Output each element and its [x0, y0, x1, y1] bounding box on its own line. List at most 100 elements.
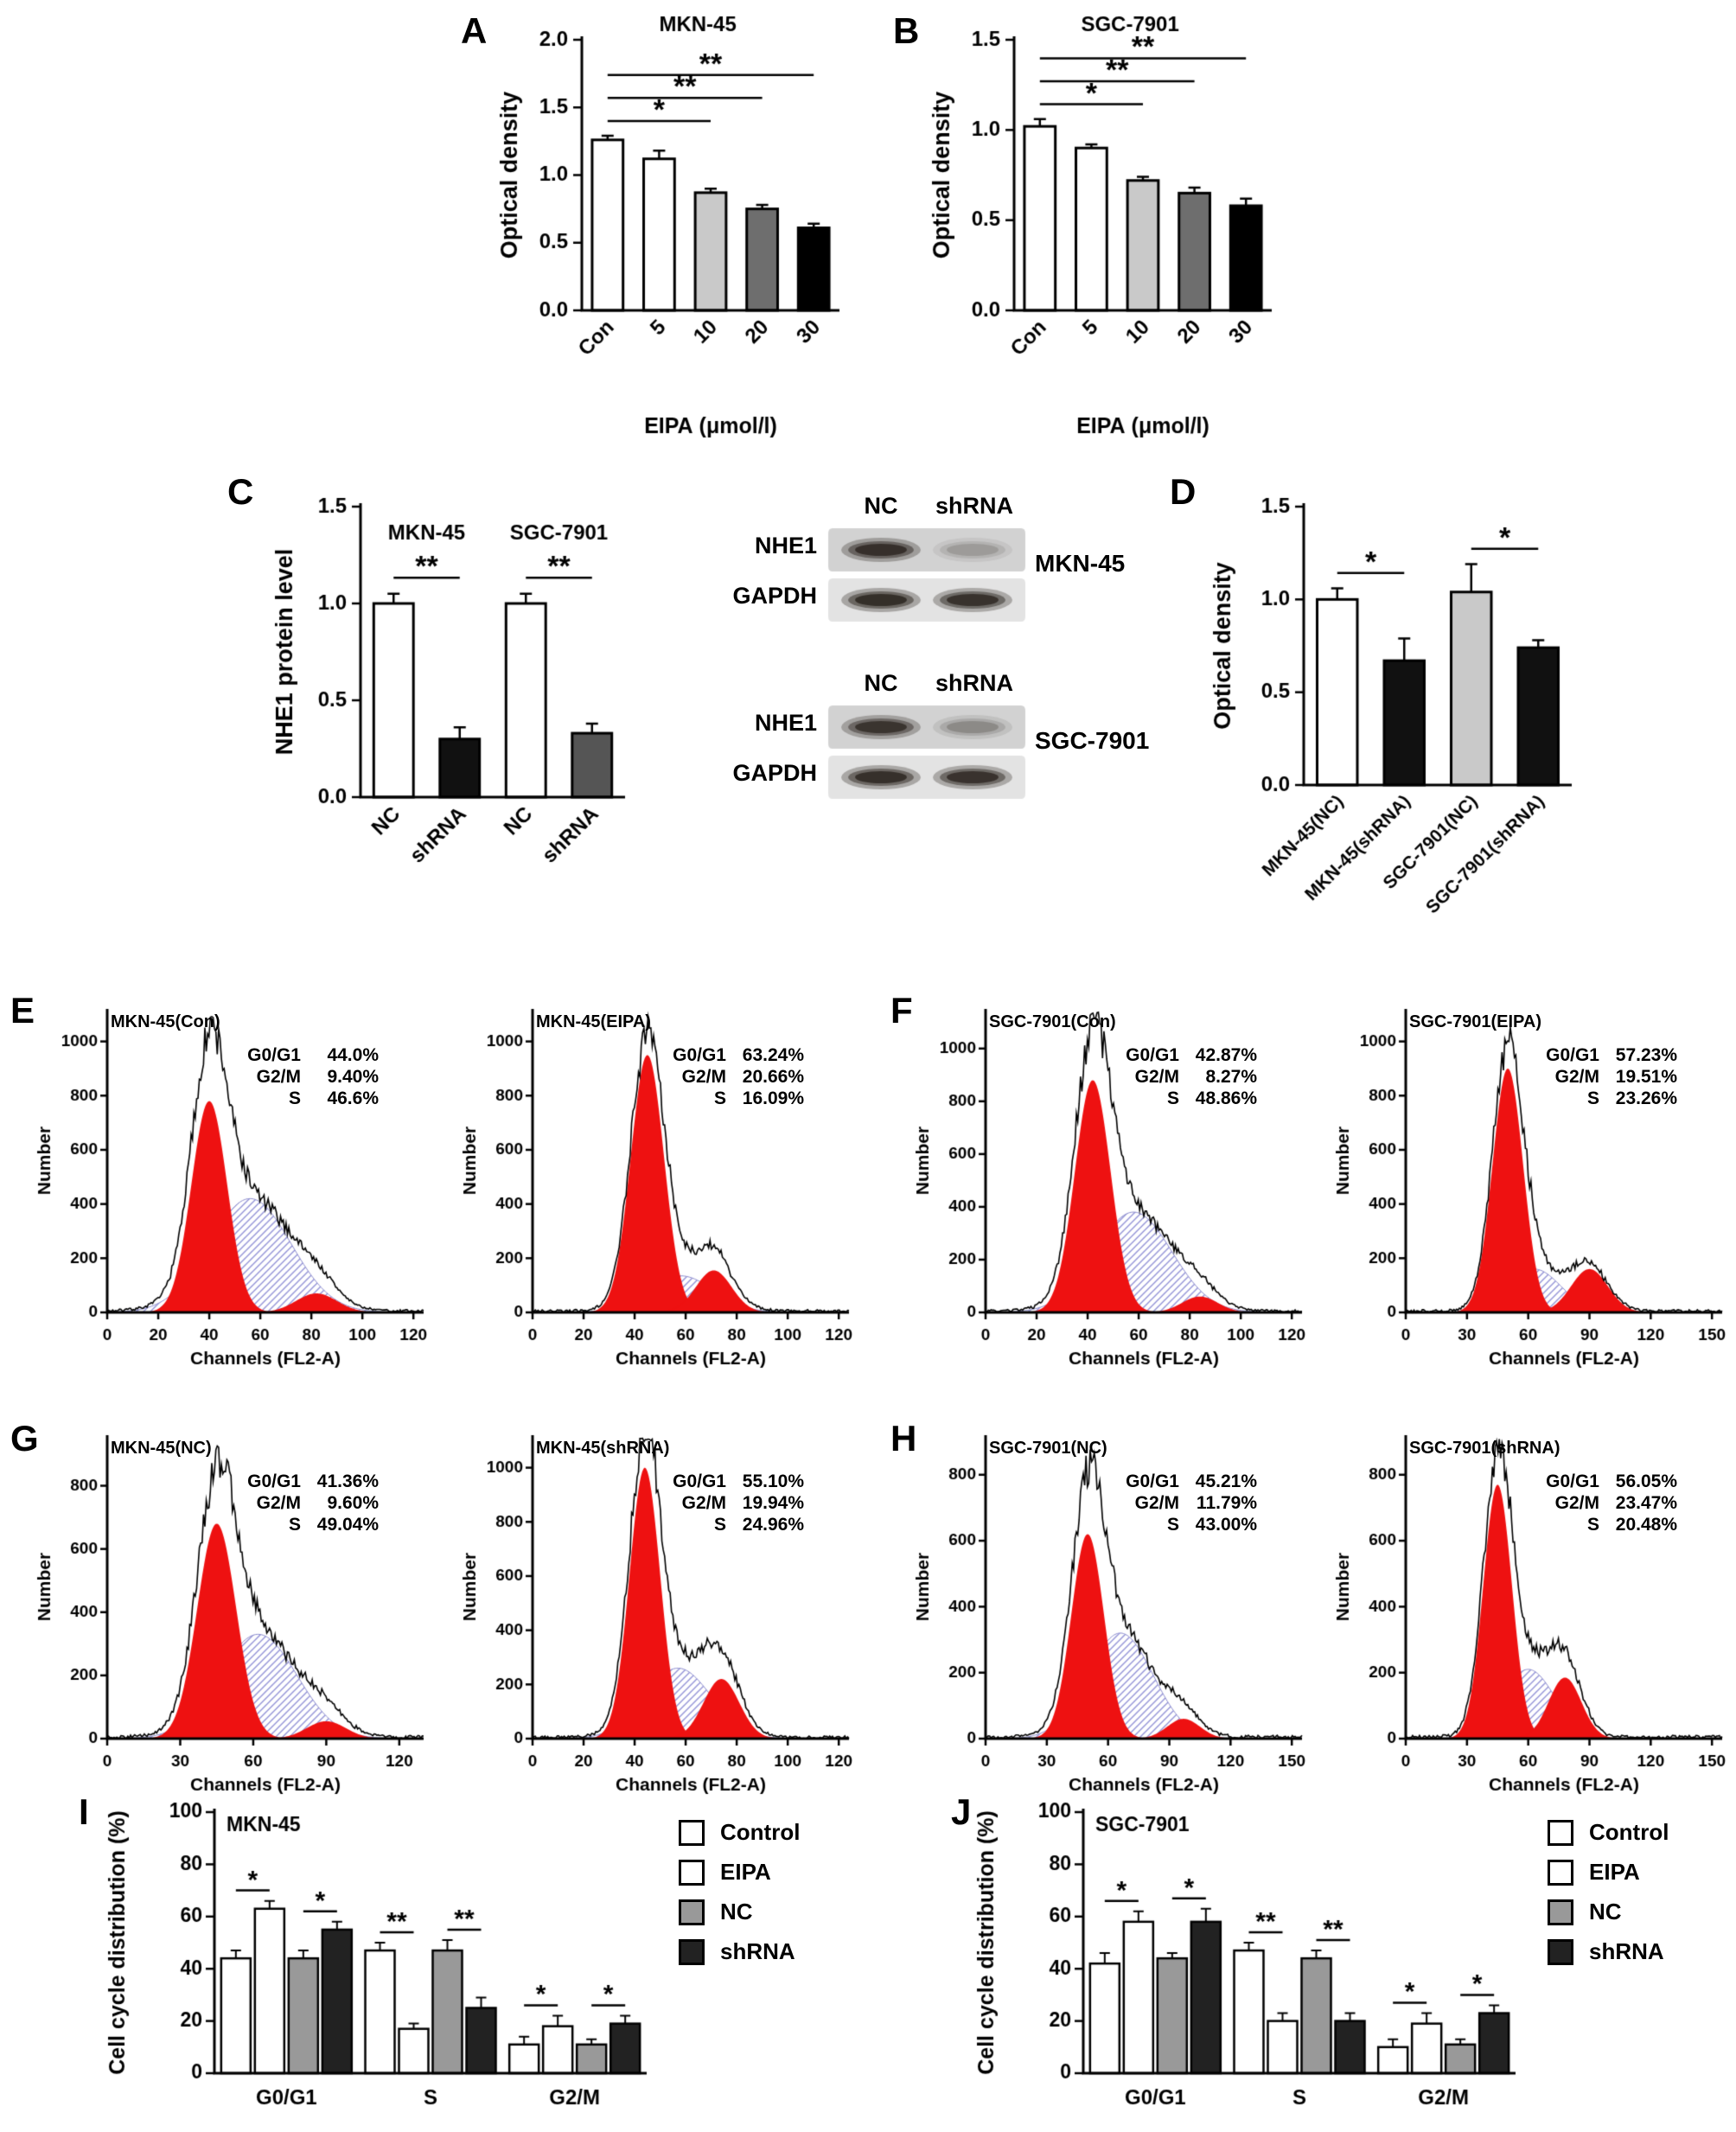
blot-cellline-label-sgc7901: SGC-7901 — [1035, 727, 1150, 754]
legend-swatch-control — [679, 1819, 705, 1846]
stat-value: 19.94% — [742, 1492, 804, 1513]
legend-label: Control — [1589, 1819, 1669, 1845]
flow-title: MKN-45(shRNA) — [536, 1439, 670, 1458]
stat-label: S — [713, 1088, 726, 1108]
stat-value: 41.36% — [316, 1471, 379, 1491]
blot-strip-sgc7901-nhe1 — [827, 705, 1026, 750]
legend-item-nc: NC — [679, 1899, 800, 1925]
stat-value: 9.60% — [327, 1492, 379, 1513]
stat-label: G2/M — [681, 1492, 726, 1513]
legend-label: shRNA — [720, 1938, 795, 1964]
stat-row-g2m: G2/M 19.94% — [666, 1493, 804, 1515]
stat-value: 46.6% — [327, 1088, 379, 1108]
legend-swatch-shrna — [1548, 1938, 1573, 1965]
legend-item-eipa: EIPA — [679, 1859, 800, 1886]
stat-label: S — [288, 1514, 301, 1535]
blot-lane-label-shrna: shRNA — [935, 670, 1014, 696]
flow-title: SGC-7901(EIPA) — [1409, 1012, 1542, 1031]
flow-mkn45-shrna-canvas — [460, 1425, 858, 1801]
stat-label: G0/G1 — [1546, 1471, 1599, 1491]
panel-letter-d: D — [1170, 471, 1197, 512]
stat-value: 24.96% — [742, 1514, 804, 1535]
legend-swatch-nc — [1548, 1899, 1573, 1925]
stat-value: 45.21% — [1195, 1471, 1257, 1491]
stat-value: 56.05% — [1615, 1471, 1677, 1491]
chart-a-canvas — [488, 10, 852, 447]
legend-j: Control EIPA NC shRNA — [1548, 1819, 1669, 1965]
stat-row-g0g1: G0/G1 55.10% — [666, 1471, 804, 1493]
stat-label: G2/M — [256, 1492, 301, 1513]
stat-label: G2/M — [1554, 1066, 1599, 1087]
flow-stats: G0/G1 55.10% G2/M 19.94% S 24.96% — [666, 1471, 804, 1535]
stat-label: G0/G1 — [673, 1471, 726, 1491]
flow-sgc7901-con: SGC-7901(Con) G0/G1 42.87% G2/M 8.27% S 48.… — [913, 999, 1311, 1375]
stat-label: G0/G1 — [1126, 1471, 1179, 1491]
flow-title: MKN-45(EIPA) — [536, 1012, 651, 1031]
stat-row-s: S 46.6% — [240, 1088, 379, 1110]
stat-row-g2m: G2/M 20.66% — [666, 1067, 804, 1088]
panel-c-blots: NC shRNA NHE1 GAPDH MKN-45 NC shRNA NHE1… — [731, 493, 1180, 821]
stat-value: 20.66% — [742, 1066, 804, 1087]
stat-row-g0g1: G0/G1 63.24% — [666, 1045, 804, 1067]
legend-swatch-eipa — [1548, 1859, 1573, 1886]
legend-swatch-nc — [679, 1899, 705, 1925]
stat-row-s: S 48.86% — [1119, 1088, 1257, 1110]
stat-row-g0g1: G0/G1 42.87% — [1119, 1045, 1257, 1067]
panel-letter-b: B — [893, 10, 920, 51]
panel-d: D — [1154, 471, 1586, 973]
stat-value: 55.10% — [742, 1471, 804, 1491]
legend-swatch-eipa — [679, 1859, 705, 1886]
legend-label: NC — [720, 1899, 753, 1925]
legend-i: Control EIPA NC shRNA — [679, 1819, 800, 1965]
stat-row-g0g1: G0/G1 57.23% — [1539, 1045, 1677, 1067]
stat-value: 19.51% — [1615, 1066, 1677, 1087]
panel-a: A — [437, 10, 852, 451]
panel-e: E MKN-45(Con) G0/G1 44.0% G2/M 9.40% S 46.6… — [10, 990, 871, 1388]
blot-protein-label-nhe1: NHE1 — [754, 710, 817, 736]
flow-title: SGC-7901(NC) — [989, 1439, 1107, 1458]
legend-swatch-shrna — [679, 1938, 705, 1965]
panel-j: J Control EIPA NC shRNA — [942, 1791, 1733, 2130]
panel-b: B — [869, 10, 1284, 451]
stat-value: 49.04% — [316, 1514, 379, 1535]
flow-mkn45-shrna: MKN-45(shRNA) G0/G1 55.10% G2/M 19.94% S 24… — [460, 1425, 858, 1801]
stat-label: G0/G1 — [673, 1045, 726, 1065]
stat-value: 44.0% — [327, 1045, 379, 1065]
stat-row-g2m: G2/M 11.79% — [1119, 1493, 1257, 1515]
flow-title: MKN-45(Con) — [111, 1012, 220, 1031]
panel-i: I Control EIPA NC shRNA — [73, 1791, 895, 2130]
stat-label: G0/G1 — [1546, 1045, 1599, 1065]
blot-protein-label-nhe1: NHE1 — [754, 533, 817, 559]
legend-item-control: Control — [1548, 1819, 1669, 1846]
legend-label: Control — [720, 1819, 801, 1845]
flow-mkn45-nc-canvas — [35, 1425, 432, 1801]
flow-sgc7901-shrna: SGC-7901(shRNA) G0/G1 56.05% G2/M 23.47% S… — [1333, 1425, 1731, 1801]
stat-row-g2m: G2/M 8.27% — [1119, 1067, 1257, 1088]
flow-sgc7901-shrna-canvas — [1333, 1425, 1731, 1801]
blot-block-sgc7901: NC shRNA NHE1 GAPDH SGC-7901 — [731, 670, 1180, 817]
stat-label: S — [713, 1514, 726, 1535]
stat-value: 20.48% — [1615, 1514, 1677, 1535]
flow-mkn45-eipa: MKN-45(EIPA) G0/G1 63.24% G2/M 20.66% S 16.… — [460, 999, 858, 1375]
flow-stats: G0/G1 63.24% G2/M 20.66% S 16.09% — [666, 1045, 804, 1109]
stat-row-s: S 16.09% — [666, 1088, 804, 1110]
stat-label: G0/G1 — [247, 1045, 301, 1065]
blot-strip-mkn45-gapdh — [827, 578, 1026, 622]
stat-row-g2m: G2/M 23.47% — [1539, 1493, 1677, 1515]
stat-label: S — [1166, 1514, 1179, 1535]
stat-row-s: S 24.96% — [666, 1515, 804, 1536]
panel-letter-g: G — [10, 1418, 39, 1459]
stat-row-g0g1: G0/G1 44.0% — [240, 1045, 379, 1067]
stat-row-g2m: G2/M 9.60% — [240, 1493, 379, 1515]
panel-letter-j: J — [951, 1791, 972, 1832]
panel-letter-f: F — [890, 990, 913, 1031]
stat-label: G2/M — [1554, 1492, 1599, 1513]
stat-value: 63.24% — [742, 1045, 804, 1065]
stat-label: G2/M — [256, 1066, 301, 1087]
flow-stats: G0/G1 41.36% G2/M 9.60% S 49.04% — [240, 1471, 379, 1535]
legend-swatch-control — [1548, 1819, 1573, 1846]
blot-strip-sgc7901-gapdh — [827, 755, 1026, 800]
flow-mkn45-con-canvas — [35, 999, 432, 1375]
blot-protein-label-gapdh: GAPDH — [732, 760, 817, 786]
